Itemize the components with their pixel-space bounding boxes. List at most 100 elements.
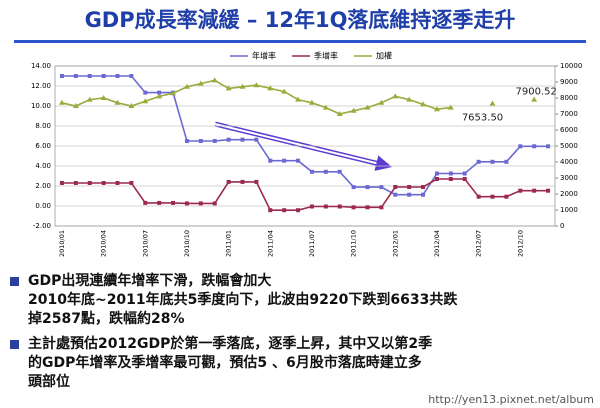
point (350, 107, 357, 113)
slide-title: GDP成長率減緩 – 12年1Q落底維持逐季走升 (84, 8, 516, 32)
y2-tick-label: 5000 (560, 142, 578, 150)
point (379, 205, 384, 210)
point (407, 185, 412, 189)
x-tick-label: 2010/04 (100, 230, 108, 257)
point (142, 98, 149, 104)
y2-tick-label: 10000 (560, 62, 582, 70)
point (308, 99, 315, 105)
point (156, 93, 163, 99)
point (337, 169, 342, 174)
point (239, 83, 246, 89)
x-tick-label: 2011/04 (266, 230, 274, 257)
point (101, 74, 106, 78)
point (365, 185, 370, 190)
point (157, 90, 162, 95)
point (462, 177, 467, 181)
y-tick-label: 14.00 (31, 62, 51, 70)
point (143, 200, 148, 205)
legend-label: 加權 (376, 51, 392, 61)
point (115, 74, 120, 78)
point (448, 177, 453, 181)
point (490, 159, 495, 164)
point (462, 171, 467, 176)
point (378, 99, 385, 105)
point (476, 159, 481, 164)
point (393, 192, 398, 197)
point (115, 181, 120, 185)
point (504, 159, 509, 164)
point (254, 137, 259, 142)
point (433, 106, 440, 112)
point (240, 137, 245, 142)
chart: -2.00 0.00 2.00 4.00 6.00 8.00 10.00 12.00 14.00… (31, 51, 582, 258)
point (434, 171, 439, 176)
point (170, 90, 177, 96)
point (129, 181, 134, 185)
point (101, 181, 106, 185)
point (253, 82, 260, 88)
y2-tick-label: 3000 (560, 174, 578, 182)
point (448, 171, 453, 176)
point (296, 158, 301, 163)
bullet-line: 掉2587點，跌幅約28% (28, 311, 185, 327)
point (225, 85, 232, 91)
watermark: http://yen13.pixnet.net/album (428, 393, 594, 406)
bullet-marker (10, 277, 19, 286)
point (143, 90, 148, 95)
point (184, 201, 189, 206)
y2-tick-label: 2000 (560, 190, 578, 198)
point (59, 181, 64, 185)
point (322, 104, 329, 110)
point (490, 194, 495, 199)
point (268, 208, 273, 213)
y-tick-label: 8.00 (35, 122, 51, 130)
y-tick-label: -2.00 (33, 222, 51, 230)
x-tick-label: 2012/10 (516, 230, 524, 257)
x-tick-label: 2012/04 (433, 230, 441, 257)
point (504, 194, 509, 199)
point (351, 205, 356, 210)
x-tick-label: 2012/01 (391, 230, 399, 257)
y2-tick-label: 8000 (560, 94, 578, 102)
point (87, 74, 92, 78)
point (364, 104, 371, 110)
point (59, 74, 64, 78)
bullet-line: 的GDP年增率及季增率最可觀，預估5 、6月股市落底時建立多 (28, 355, 422, 371)
trend-arrow-inner (214, 123, 392, 171)
point (323, 204, 328, 209)
point (157, 200, 162, 205)
point (240, 179, 245, 184)
point (72, 103, 79, 108)
point (58, 99, 65, 105)
point (434, 177, 439, 181)
point (546, 144, 551, 149)
y2-tick-label: 0 (560, 222, 564, 230)
y-tick-label: 4.00 (35, 162, 51, 170)
point (323, 169, 328, 174)
point (87, 181, 92, 185)
y2-tick-label: 4000 (560, 158, 578, 166)
point (267, 85, 274, 91)
point (268, 158, 273, 163)
point (254, 179, 259, 184)
bullet-line: GDP出現連續年增率下滑，跌幅會加大 (28, 273, 272, 289)
point (421, 192, 426, 197)
point (531, 96, 538, 102)
point (212, 139, 217, 143)
point (281, 88, 288, 94)
bullet: 主計處預估2012GDP於第一季落底，逐季上昇，其中又以第2季 的GDP年增率及季… (10, 335, 432, 392)
point (211, 77, 218, 83)
point (296, 208, 301, 213)
point (129, 74, 134, 78)
x-tick-label: 2010/07 (141, 230, 149, 257)
x-tick-label: 2010/01 (58, 230, 66, 257)
y-tick-label: 6.00 (35, 142, 51, 150)
point (365, 205, 370, 210)
point (295, 96, 302, 102)
y2-tick-label: 1000 (560, 206, 578, 214)
point (392, 93, 399, 99)
point (379, 185, 384, 190)
y2-tick-label: 7000 (560, 110, 578, 118)
plot-frame (54, 65, 556, 227)
